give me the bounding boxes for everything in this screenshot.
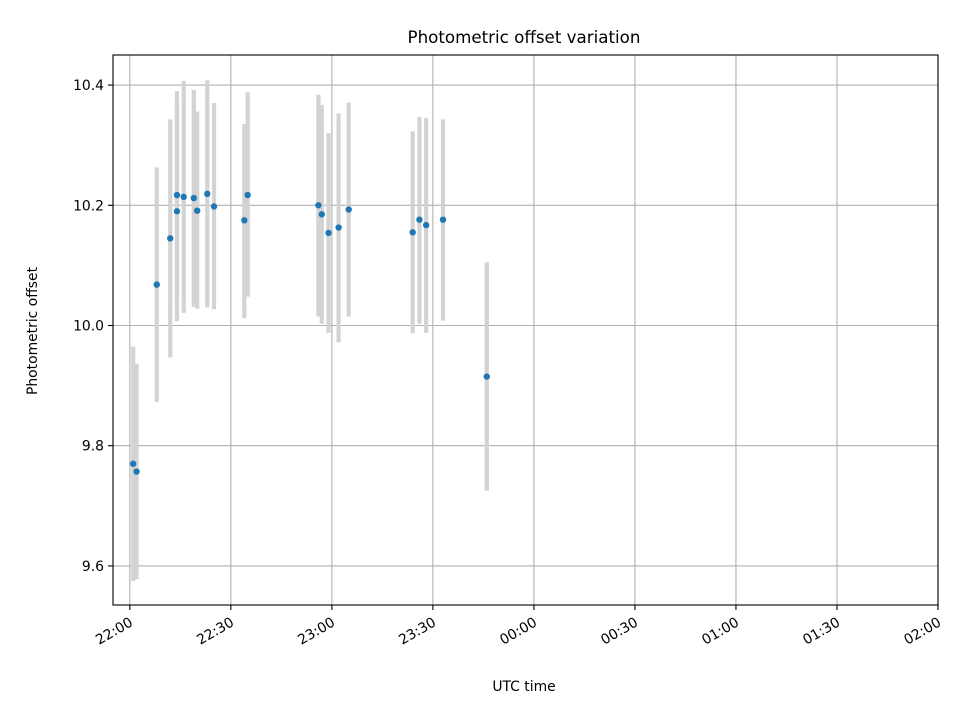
y-axis-ticks: 9.6 9.8 10.0 10.2 10.4	[73, 78, 113, 575]
data-point	[210, 203, 218, 210]
data-point	[167, 235, 174, 242]
data-point	[422, 221, 430, 229]
data-point	[244, 191, 251, 199]
data-point	[204, 190, 211, 198]
data-point	[180, 193, 187, 201]
chart-title: Photometric offset variation	[408, 27, 641, 47]
data-point	[315, 202, 322, 209]
y-tick-label: 10.2	[73, 198, 104, 214]
plot-frame	[112, 54, 939, 606]
data-point	[153, 281, 160, 288]
y-tick-label: 9.8	[82, 439, 104, 455]
data-point	[173, 208, 181, 215]
data-point	[325, 229, 332, 237]
y-tick-label: 10.0	[73, 318, 104, 334]
data-point	[416, 216, 423, 223]
data-point	[345, 206, 352, 213]
y-tick-label: 10.4	[73, 78, 104, 94]
data-point	[193, 207, 201, 214]
y-axis-label: Photometric offset	[25, 266, 41, 395]
grid	[113, 55, 939, 605]
data-point	[318, 211, 325, 218]
data-point	[483, 373, 490, 380]
data-point	[130, 460, 137, 467]
x-axis-label: UTC time	[492, 679, 555, 695]
data-point	[439, 216, 447, 223]
data-point	[190, 194, 198, 202]
data-point	[133, 468, 140, 475]
data-point	[409, 229, 416, 236]
data-point	[173, 191, 181, 199]
data-point	[241, 217, 248, 224]
data-points	[130, 190, 490, 475]
y-tick-label: 9.6	[82, 559, 104, 575]
data-point	[335, 224, 342, 231]
